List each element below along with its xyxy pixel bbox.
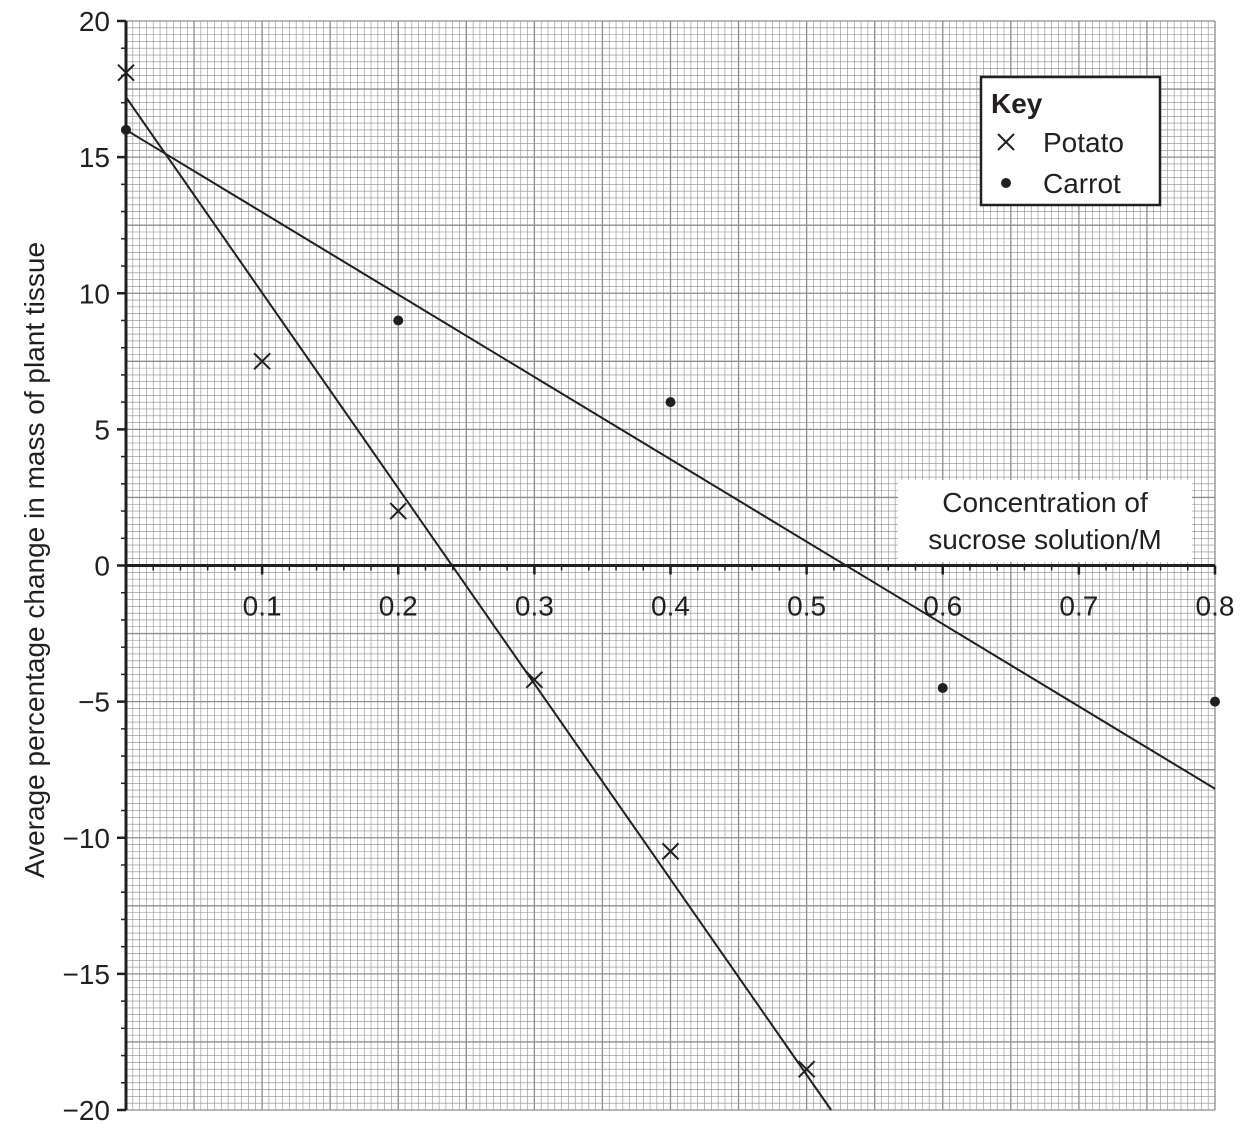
y-tick-label: −10 xyxy=(63,823,111,854)
data-point-carrot xyxy=(666,397,676,407)
y-tick-label: 0 xyxy=(94,551,110,582)
legend-dot-icon xyxy=(1001,178,1011,188)
y-tick-label: −5 xyxy=(78,687,110,718)
legend: Key Potato Carrot xyxy=(981,77,1160,205)
x-tick-label: 0.2 xyxy=(379,591,418,622)
legend-title: Key xyxy=(991,88,1043,119)
x-tick-label: 0.7 xyxy=(1059,591,1098,622)
y-tick-label: 10 xyxy=(79,278,110,309)
legend-label-carrot: Carrot xyxy=(1043,168,1121,199)
y-tick-label: 15 xyxy=(79,142,110,173)
x-tick-label: 0.3 xyxy=(515,591,554,622)
y-tick-label: −15 xyxy=(63,959,111,990)
y-tick-label: 5 xyxy=(94,414,110,445)
y-tick-label: 20 xyxy=(79,6,110,37)
fit-line-potato xyxy=(126,97,831,1110)
x-axis-label: Concentration of sucrose solution/M xyxy=(898,480,1192,562)
x-tick-label: 0.4 xyxy=(651,591,690,622)
x-axis-label-line-1: Concentration of xyxy=(942,487,1148,518)
x-axis-label-line-2: sucrose solution/M xyxy=(928,524,1161,555)
data-point-carrot xyxy=(1210,697,1220,707)
data-point-carrot xyxy=(938,683,948,693)
x-tick-label: 0.5 xyxy=(787,591,826,622)
data-point-carrot xyxy=(393,315,403,325)
x-tick-label: 0.1 xyxy=(243,591,282,622)
y-tick-label: −20 xyxy=(63,1095,111,1124)
data-points xyxy=(118,65,1220,1077)
data-point-carrot xyxy=(121,125,131,135)
x-tick-label: 0.8 xyxy=(1196,591,1235,622)
legend-label-potato: Potato xyxy=(1043,127,1124,158)
y-axis-label: Average percentage change in mass of pla… xyxy=(19,242,50,878)
